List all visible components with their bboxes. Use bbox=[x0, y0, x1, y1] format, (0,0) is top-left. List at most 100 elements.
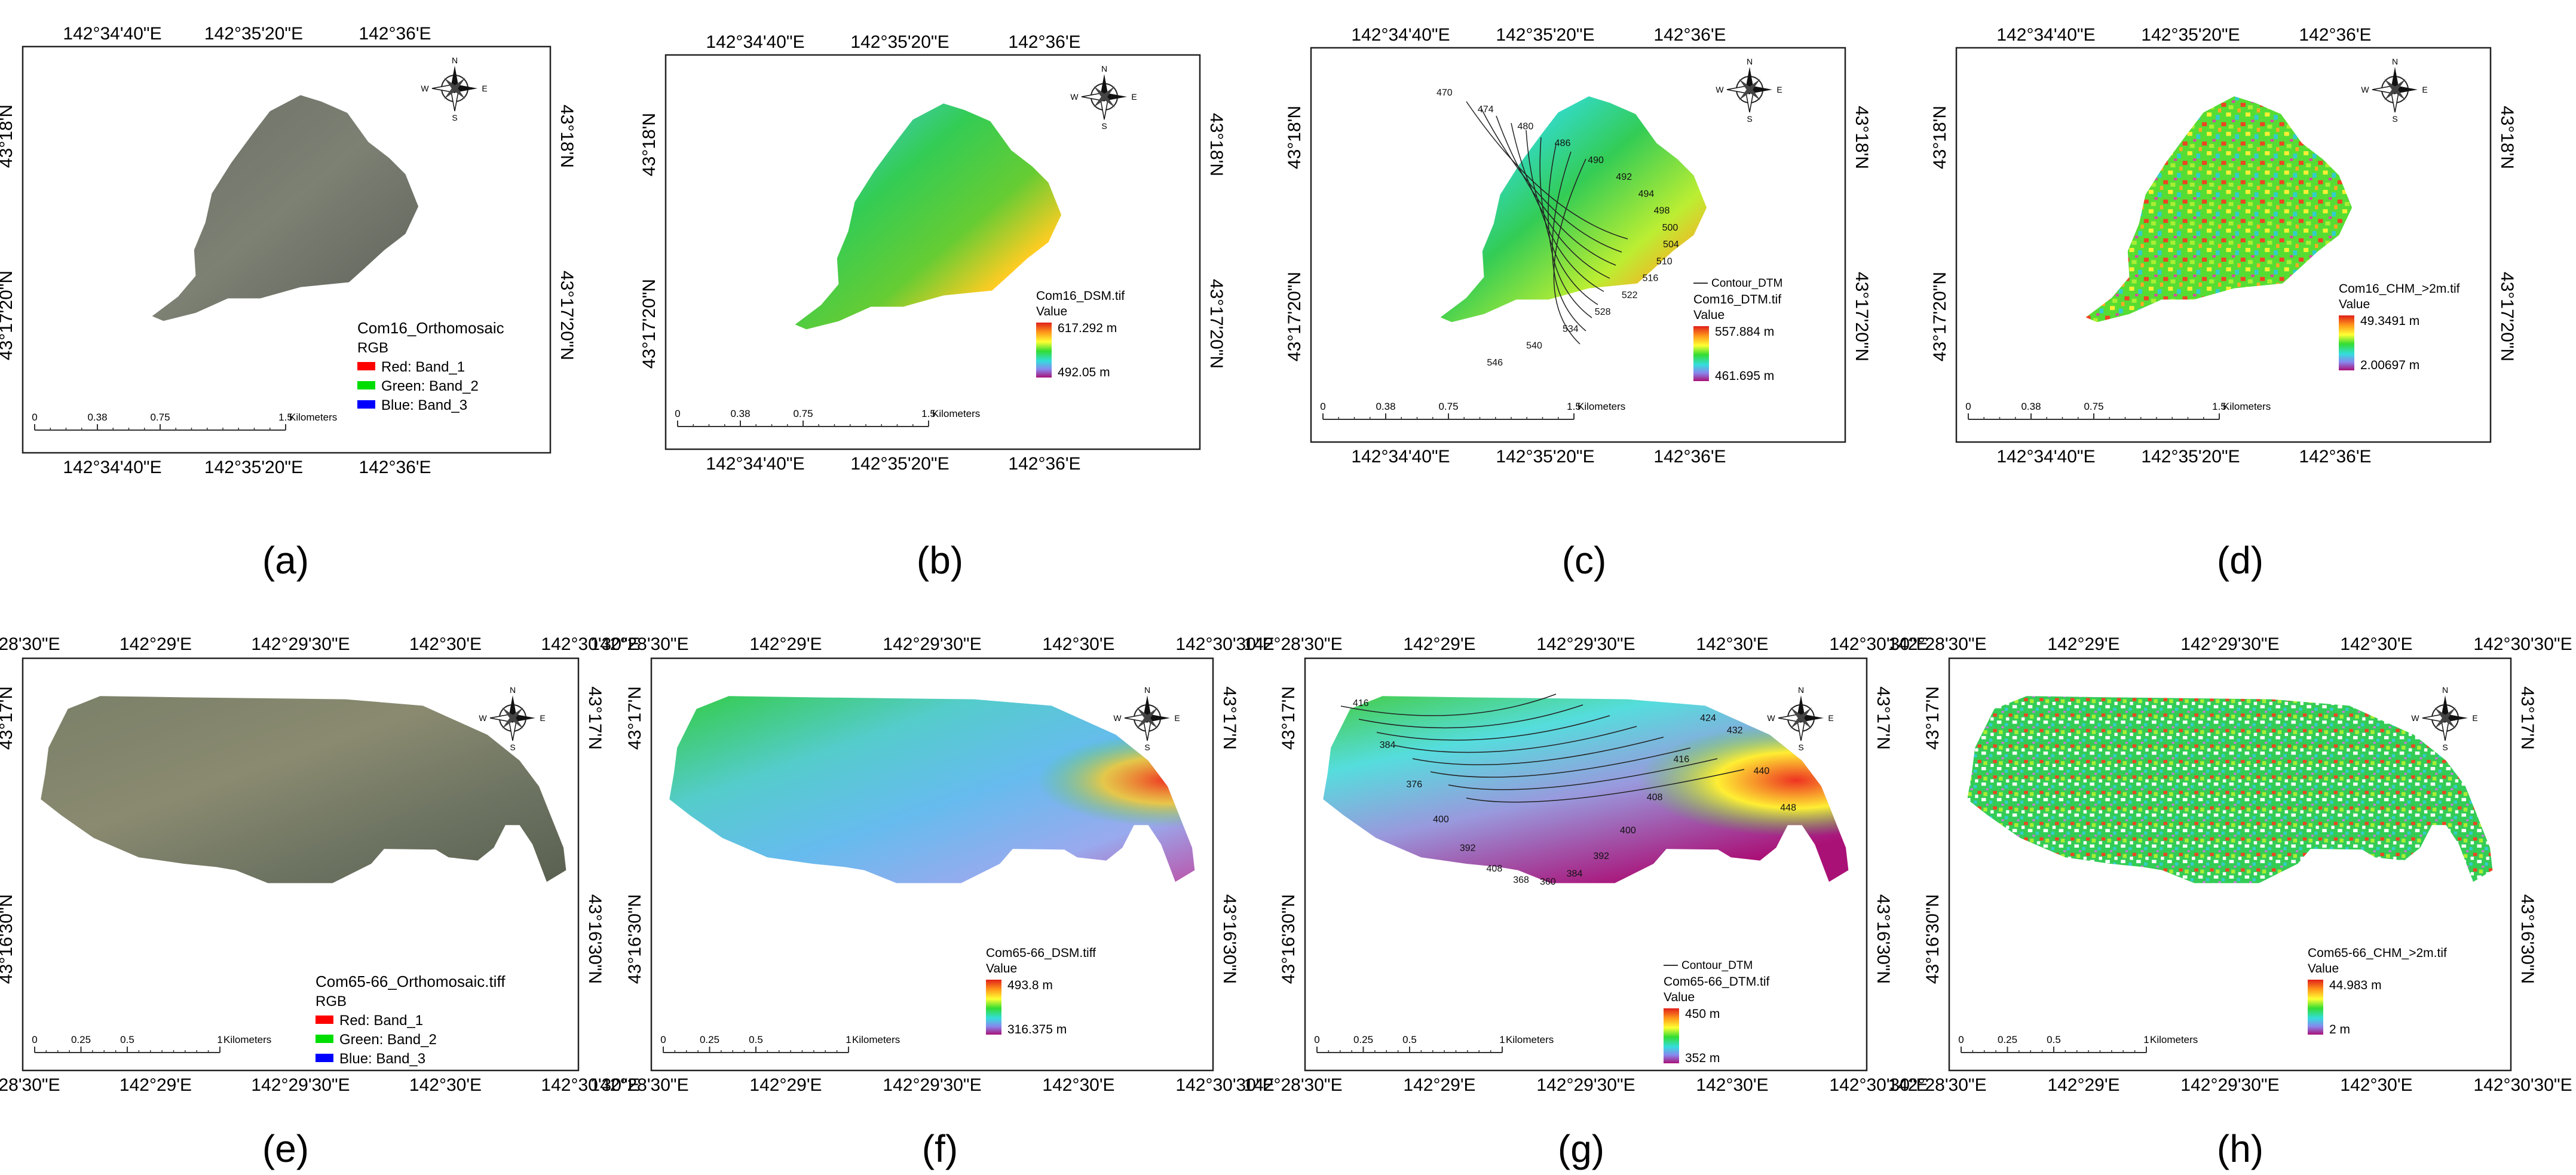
contour-label: 392 bbox=[1460, 843, 1476, 853]
longitude-bottom-tick: 142°29'30"E bbox=[251, 1075, 350, 1095]
scale-tick-label: 1.5 bbox=[278, 412, 293, 423]
latitude-right-tick: 43°17'20"N bbox=[1206, 279, 1226, 369]
compass-s-label: S bbox=[1101, 121, 1107, 131]
scale-tick-label: 1 bbox=[217, 1034, 222, 1045]
longitude-bottom-tick: 142°28'30"E bbox=[1243, 1075, 1342, 1095]
longitude-bottom-tick: 142°28'30"E bbox=[0, 1075, 60, 1095]
contour-label: 500 bbox=[1662, 223, 1678, 233]
contour-label: 516 bbox=[1643, 274, 1659, 284]
longitude-top-tick: 142°34'40"E bbox=[1351, 25, 1450, 45]
longitude-bottom-tick: 142°36'E bbox=[1653, 447, 1726, 467]
longitude-top-tick: 142°36'E bbox=[1653, 25, 1726, 45]
legend-band-label: Blue: Band_3 bbox=[381, 397, 467, 413]
latitude-right-tick: 43°17'N bbox=[2517, 686, 2537, 750]
legend-contour-label: Contour_DTM bbox=[1711, 277, 1782, 290]
contour-label: 522 bbox=[1622, 290, 1638, 300]
legend-title: Com16_DSM.tif bbox=[1036, 289, 1125, 303]
latitude-left-tick: 43°16'30"N bbox=[625, 894, 645, 984]
scale-unit-label: Kilometers bbox=[1506, 1034, 1554, 1045]
contour-label: 400 bbox=[1433, 815, 1449, 825]
compass-n-label: N bbox=[510, 685, 516, 695]
latitude-left-tick: 43°18'N bbox=[1285, 106, 1304, 169]
latitude-right-tick: 43°17'N bbox=[585, 686, 605, 750]
legend-high-value: 49.3491 m bbox=[2360, 314, 2419, 328]
contour-lines: 470 474 480 486 490 492 494 498 500 504 510 516 522 5… bbox=[1436, 88, 1679, 368]
contour-label: 424 bbox=[1700, 713, 1716, 723]
compass-n-label: N bbox=[1798, 685, 1804, 695]
latitude-left-tick: 43°16'30"N bbox=[0, 894, 16, 984]
scale-tick-label: 1 bbox=[2143, 1034, 2149, 1045]
scale-tick-label: 0 bbox=[1314, 1034, 1319, 1045]
panel-e: 142°28'30"E142°28'30"E142°29'E142°29'E14… bbox=[0, 634, 640, 1170]
compass-s-label: S bbox=[510, 743, 515, 752]
longitude-bottom-tick: 142°35'20"E bbox=[1496, 447, 1594, 467]
latitude-right-tick: 43°16'30"N bbox=[1220, 894, 1239, 984]
longitude-bottom-tick: 142°30'E bbox=[409, 1075, 482, 1095]
scale-tick-label: 0.75 bbox=[150, 412, 170, 423]
north-arrow-icon: N S E W bbox=[1767, 685, 1833, 752]
scale-bar: 0 0.25 0.5 1 Kilometers bbox=[1958, 1034, 2198, 1053]
latitude-left-tick: 43°18'N bbox=[1930, 106, 1950, 169]
panel-f-legend: Com65-66_DSM.tiff Value 493.8 m 316.375 m bbox=[986, 946, 1096, 1036]
latitude-left-tick: 43°17'N bbox=[625, 686, 645, 750]
compass-n-label: N bbox=[2392, 57, 2398, 66]
raster-highlight bbox=[669, 696, 1195, 883]
raster-highlight bbox=[1323, 696, 1849, 883]
orthomosaic-image bbox=[41, 696, 566, 883]
compass-e-label: E bbox=[2472, 713, 2477, 723]
latitude-right-tick: 43°17'N bbox=[1220, 686, 1239, 750]
longitude-bottom-tick: 142°29'30"E bbox=[883, 1075, 981, 1095]
latitude-left-tick: 43°17'20"N bbox=[639, 279, 659, 369]
legend-band-label: Red: Band_1 bbox=[339, 1013, 423, 1029]
compass-s-label: S bbox=[452, 113, 457, 122]
compass-w-label: W bbox=[1113, 713, 1122, 723]
scale-tick-label: 1.5 bbox=[2212, 401, 2226, 412]
longitude-bottom-tick: 142°34'40"E bbox=[1996, 447, 2095, 467]
map-frame bbox=[22, 45, 552, 454]
compass-e-label: E bbox=[482, 84, 487, 93]
contour-label: 494 bbox=[1638, 189, 1655, 199]
panel-letter: (h) bbox=[2217, 1127, 2263, 1170]
scale-tick-label: 0 bbox=[1320, 401, 1325, 412]
compass-s-label: S bbox=[2442, 743, 2448, 752]
longitude-top-tick: 142°30'30"E bbox=[541, 634, 639, 654]
scale-tick-label: 0.5 bbox=[120, 1034, 134, 1045]
longitude-top-tick: 142°30'E bbox=[1042, 634, 1114, 654]
legend-low-value: 352 m bbox=[1685, 1051, 1720, 1065]
scale-tick-label: 0.75 bbox=[793, 408, 813, 419]
compass-e-label: E bbox=[1174, 713, 1180, 723]
legend-high-value: 557.884 m bbox=[1715, 325, 1774, 339]
legend-band-label: Green: Band_2 bbox=[381, 378, 479, 394]
compass-s-label: S bbox=[1747, 114, 1752, 124]
longitude-top-tick: 142°28'30"E bbox=[1888, 634, 1986, 654]
scale-unit-label: Kilometers bbox=[223, 1034, 271, 1045]
legend-low-value: 2 m bbox=[2329, 1023, 2350, 1036]
compass-n-label: N bbox=[1144, 685, 1150, 695]
latitude-right-tick: 43°18'N bbox=[557, 105, 577, 168]
longitude-top-tick: 142°36'E bbox=[1008, 32, 1080, 52]
longitude-bottom-tick: 142°34'40"E bbox=[1351, 447, 1450, 467]
longitude-top-tick: 142°29'E bbox=[120, 634, 192, 654]
scale-tick-label: 1.5 bbox=[921, 408, 936, 419]
map-frame bbox=[650, 657, 1214, 1072]
legend-band-label: Green: Band_2 bbox=[339, 1032, 437, 1048]
panel-d: 142°34'40"E 142°34'40"E 142°35'20"E 142°35'… bbox=[1930, 25, 2517, 582]
scale-tick-label: 0.75 bbox=[1438, 401, 1458, 412]
longitude-bottom-tick: 142°36'E bbox=[359, 458, 431, 477]
latitude-left-tick: 43°17'20"N bbox=[1930, 272, 1950, 361]
latitude-left-tick: 43°17'20"N bbox=[1285, 272, 1304, 361]
longitude-bottom-tick: 142°30'30"E bbox=[2473, 1075, 2572, 1095]
latitude-right-tick: 43°18'N bbox=[1206, 113, 1226, 176]
longitude-bottom-tick: 142°29'30"E bbox=[1536, 1075, 1635, 1095]
scale-bar: 0 0.25 0.5 1 Kilometers bbox=[1314, 1034, 1554, 1053]
compass-w-label: W bbox=[1767, 713, 1775, 723]
scale-tick-label: 0.25 bbox=[700, 1034, 719, 1045]
compass-n-label: N bbox=[1101, 64, 1107, 73]
longitude-bottom-tick: 142°36'E bbox=[1008, 454, 1080, 474]
legend-high-value: 493.8 m bbox=[1007, 978, 1053, 992]
legend-band-label: Red: Band_1 bbox=[381, 359, 465, 375]
contour-label: 480 bbox=[1518, 121, 1534, 131]
compass-n-label: N bbox=[452, 56, 458, 65]
contour-label: 384 bbox=[1380, 740, 1396, 750]
